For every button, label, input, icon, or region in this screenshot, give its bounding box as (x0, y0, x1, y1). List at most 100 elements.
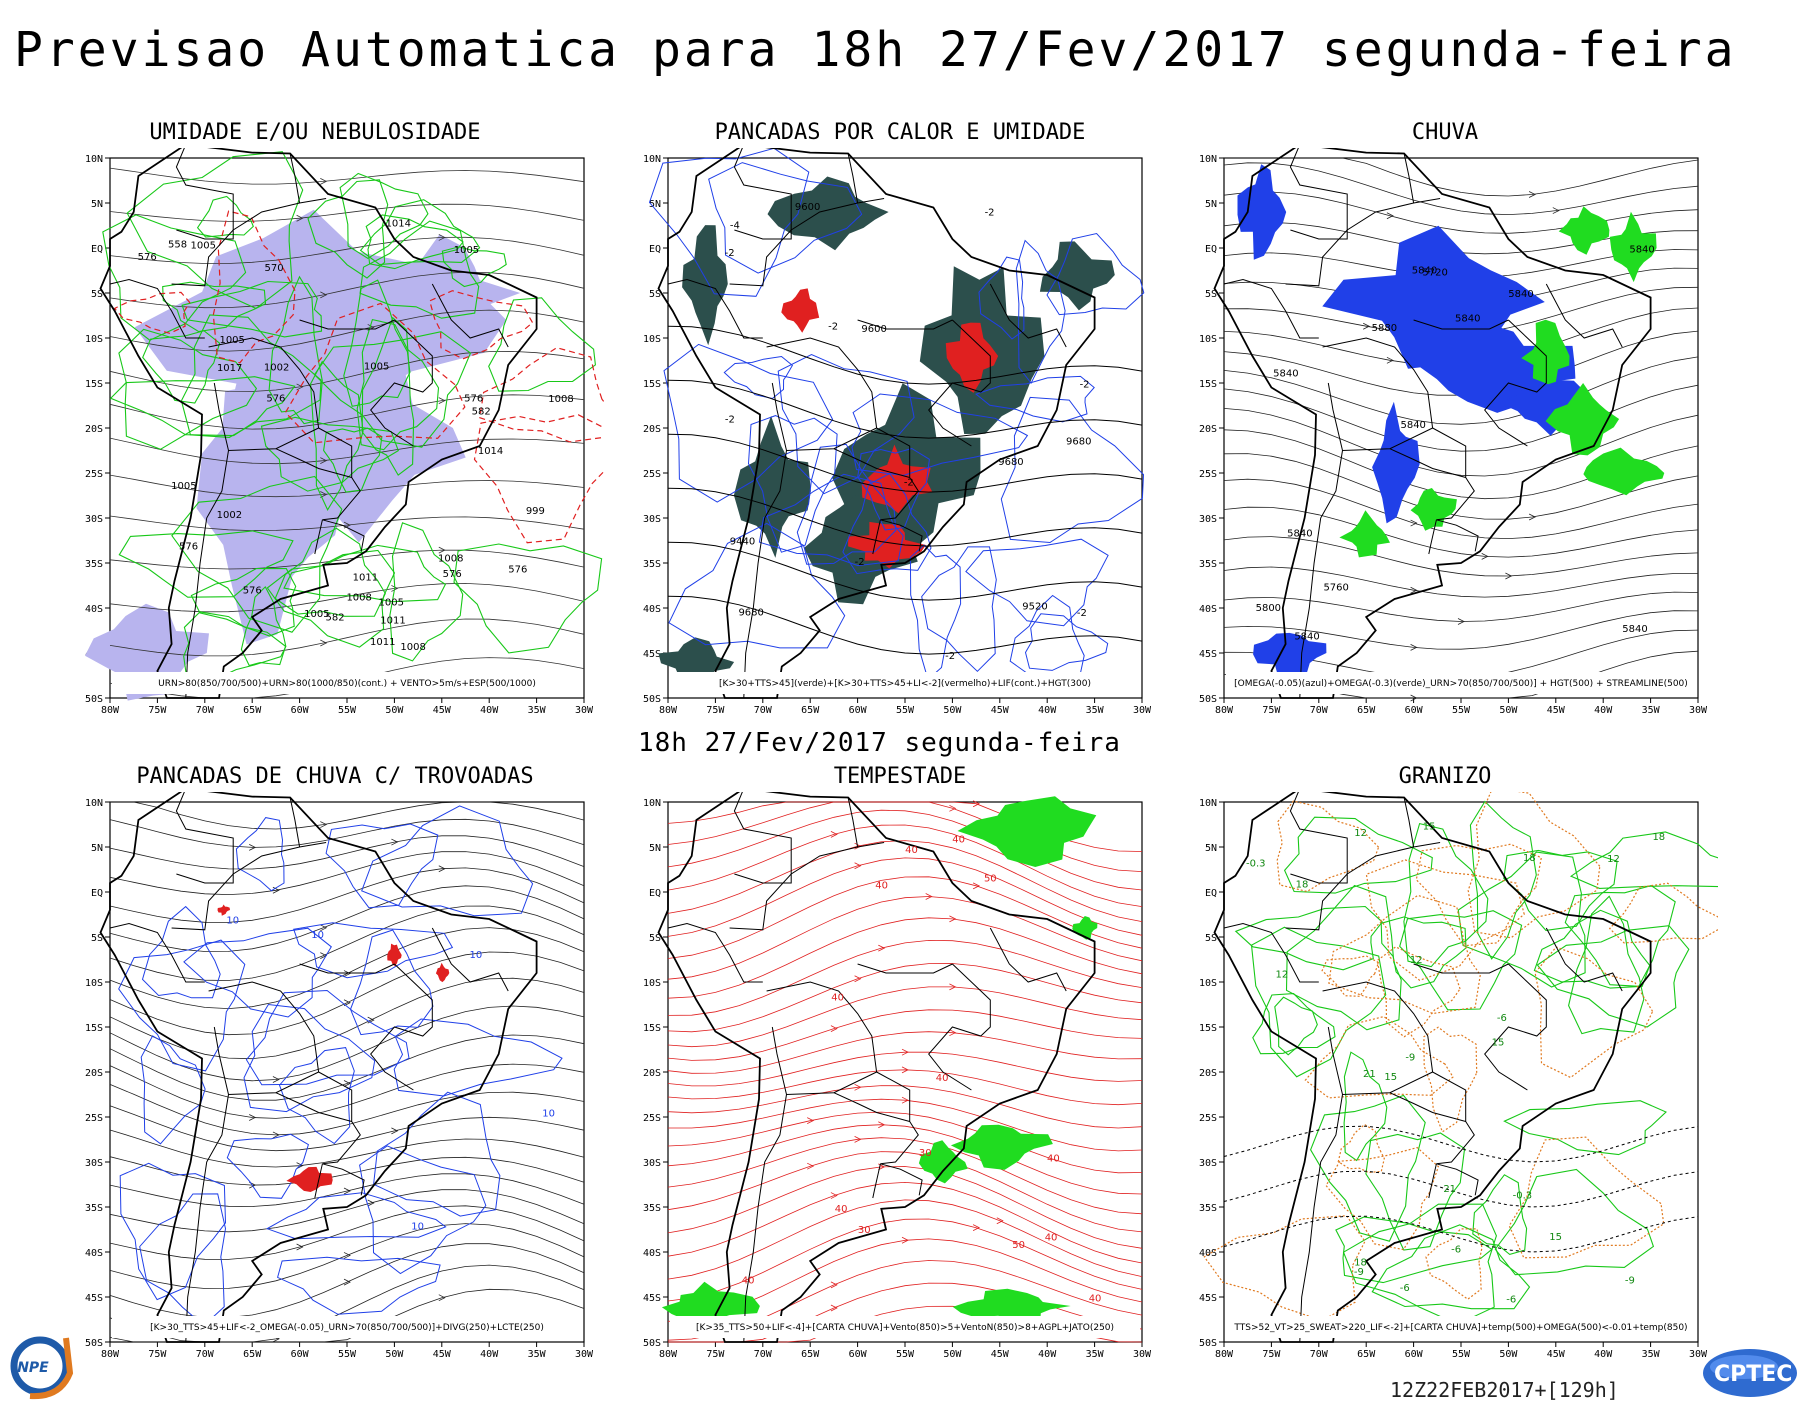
contour-label: 15 (1549, 1232, 1562, 1243)
contour-label: 1017 (217, 363, 242, 374)
streamline (1223, 506, 1699, 558)
lat-tick-label: 10N (643, 154, 661, 165)
country-border (857, 963, 953, 974)
contour-label: -6 (1400, 1283, 1410, 1294)
lat-tick-label: 20S (643, 424, 661, 435)
plot-border (667, 801, 1143, 1343)
country-border (322, 1163, 365, 1196)
streamline-arrow (1363, 322, 1371, 330)
streamline (109, 951, 585, 1036)
contour-label: 558 (168, 239, 187, 250)
country-border (1413, 319, 1509, 330)
streamline (109, 835, 585, 870)
rain-weak-fill-patch (1499, 371, 1593, 436)
map-frame: 80W 75W 70W 65W 60W 55W 50W 45W 40W 35W 30W 10N 5N EQ… (643, 798, 1152, 1360)
contour-line (1399, 910, 1523, 1011)
legend-bg (670, 1316, 1140, 1338)
contour-label: -0.3 (1246, 859, 1266, 870)
panel-title-granizo: GRANIZO (1398, 764, 1492, 789)
streamline (1223, 610, 1699, 650)
lat-tick-label: 50S (1199, 1338, 1217, 1349)
streamline (668, 1098, 1143, 1152)
country-border (289, 797, 301, 848)
streamline (1223, 478, 1699, 540)
contour-line (1328, 894, 1481, 1015)
lat-tick-label: 45S (1199, 1293, 1217, 1304)
contours (118, 805, 563, 1327)
lat-tick-label: EQ (1205, 888, 1217, 899)
streamline-arrow (320, 639, 328, 647)
country-border (928, 963, 991, 1091)
lon-tick-label: 80W (1215, 1349, 1234, 1360)
streamline (667, 1111, 1143, 1174)
contour-labels: 9680 9680 9680 9600 9600 9520 9440 -2 -2 -2 -2 -2 -4… (725, 202, 1092, 662)
height-contours (667, 325, 1143, 655)
contour-line (1337, 1123, 1385, 1174)
lon-tick-label: 45W (991, 1349, 1010, 1360)
contour-label: 582 (326, 612, 345, 623)
contour-line (119, 1162, 227, 1301)
contour-label: -2 (945, 651, 955, 662)
contour-label: 5840 (1455, 313, 1480, 324)
instability-fill-patch (733, 415, 811, 558)
contour-label: -0.3 (1513, 1191, 1533, 1202)
contour-line (1415, 843, 1542, 947)
contour-label: 1002 (217, 510, 242, 521)
contour-line (1380, 916, 1467, 989)
contour-line (349, 929, 434, 1036)
legend-box: TTS>52_VT>25_SWEAT>220_LIF<-2]+[CARTA CH… (1226, 1316, 1696, 1338)
storm-fill-patch (286, 1166, 333, 1192)
country-border (743, 1094, 787, 1343)
lat-tick-label: 40S (643, 1248, 661, 1259)
lon-tick-label: 30W (1133, 1349, 1152, 1360)
contour-line (245, 989, 410, 1086)
legend-text: TTS>52_VT>25_SWEAT>220_LIF<-2]+[CARTA CH… (1233, 1323, 1687, 1333)
lat-tick-label: 20S (1199, 1068, 1217, 1079)
contour-line (293, 922, 454, 979)
contour-line (1274, 996, 1318, 1056)
streamline-arrow (320, 924, 328, 932)
contour-line (1568, 895, 1645, 1035)
lat-tick-label: 25S (643, 469, 661, 480)
lon-tick-label: 75W (1262, 705, 1281, 716)
contour-line (842, 472, 932, 575)
contour-line (473, 414, 604, 544)
contour-label: -2 (904, 478, 914, 489)
lat-tick-label: 45S (643, 649, 661, 660)
contour-label: 9600 (861, 324, 886, 335)
country-border (1403, 797, 1415, 848)
lat-tick-label: 30S (643, 1158, 661, 1169)
country-border (370, 319, 433, 447)
country-border (833, 448, 910, 478)
contour-label: 9600 (795, 202, 820, 213)
svg-text:CPTEC: CPTEC (1714, 1362, 1792, 1387)
lon-tick-label: 40W (480, 1349, 499, 1360)
lon-tick-label: 60W (849, 705, 868, 716)
streamline (110, 801, 585, 830)
storm-fill (217, 904, 450, 1192)
country-border (109, 922, 205, 983)
contour-label: 18 (1296, 880, 1309, 891)
rain-weak-fill-patch (1372, 401, 1420, 524)
contour-line (663, 343, 834, 503)
storm-fill-patch (387, 943, 402, 967)
streamline-arrow (1410, 519, 1418, 527)
contour-label: -9 (1405, 1052, 1415, 1063)
storm-fill-patch (217, 904, 230, 916)
streamline (109, 1243, 585, 1318)
contour-line (1508, 1136, 1665, 1259)
contour-line (181, 280, 323, 338)
contour-label: 1005 (379, 598, 404, 609)
lat-tick-label: EQ (91, 888, 103, 899)
contour-line (171, 475, 343, 633)
contour-label: -9 (1625, 1275, 1635, 1286)
streamline (109, 350, 585, 392)
lon-tick-label: 70W (754, 705, 773, 716)
streamline (109, 1063, 585, 1119)
lat-tick-label: 35S (85, 1203, 103, 1214)
country-border (733, 148, 792, 240)
lon-tick-label: 70W (196, 1349, 215, 1360)
contour-label: 18 (1652, 832, 1665, 843)
contour-label: 1008 (438, 554, 463, 565)
country-border (431, 283, 509, 348)
